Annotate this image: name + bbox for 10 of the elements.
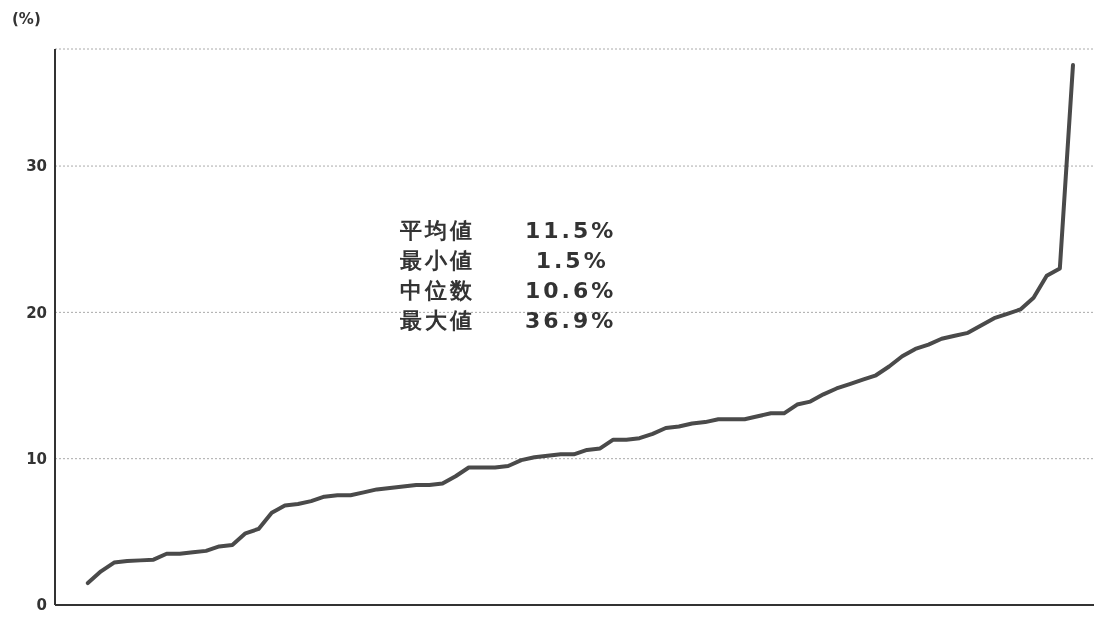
annotation: 中位数 10.6% <box>400 277 617 305</box>
line-series <box>85 63 1075 586</box>
y-tick-label: 0 <box>36 596 47 615</box>
y-tick-label: 10 <box>26 450 47 469</box>
annotation: 最大値 36.9% <box>400 307 617 335</box>
y-tick-label: 30 <box>26 157 47 176</box>
y-tick-label: 20 <box>26 303 47 322</box>
annotation: 平均値 11.5% <box>400 217 617 245</box>
y-axis-title: (%) <box>12 10 41 28</box>
annotation: 最小値 1.5% <box>400 247 610 275</box>
